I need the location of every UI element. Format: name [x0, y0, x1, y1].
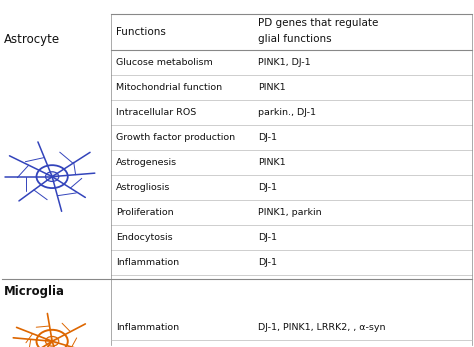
Text: PD genes that regulate: PD genes that regulate: [258, 18, 379, 28]
Text: parkin., DJ-1: parkin., DJ-1: [258, 108, 316, 117]
Text: Astrocyte: Astrocyte: [4, 33, 60, 46]
Circle shape: [46, 336, 59, 346]
Text: Endocytosis: Endocytosis: [116, 233, 173, 242]
Text: Astrogenesis: Astrogenesis: [116, 158, 177, 167]
Text: DJ-1: DJ-1: [258, 233, 277, 242]
Text: PINK1: PINK1: [258, 83, 286, 92]
Text: Functions: Functions: [116, 27, 166, 37]
Text: DJ-1: DJ-1: [258, 183, 277, 192]
Circle shape: [46, 172, 59, 181]
Text: Astrogliosis: Astrogliosis: [116, 183, 171, 192]
Text: Microglia: Microglia: [4, 285, 65, 298]
Text: DJ-1: DJ-1: [258, 133, 277, 142]
Text: DJ-1: DJ-1: [258, 258, 277, 267]
Text: Glucose metabolism: Glucose metabolism: [116, 58, 213, 67]
Text: Inflammation: Inflammation: [116, 258, 179, 267]
Text: DJ-1, PINK1, LRRK2, , α-syn: DJ-1, PINK1, LRRK2, , α-syn: [258, 323, 386, 332]
Text: Inflammation: Inflammation: [116, 323, 179, 332]
Text: PINK1, parkin: PINK1, parkin: [258, 208, 322, 217]
Text: Mitochondrial function: Mitochondrial function: [116, 83, 222, 92]
Text: glial functions: glial functions: [258, 34, 332, 44]
Text: Intracellular ROS: Intracellular ROS: [116, 108, 196, 117]
Text: Proliferation: Proliferation: [116, 208, 174, 217]
Text: PINK1, DJ-1: PINK1, DJ-1: [258, 58, 311, 67]
Text: PINK1: PINK1: [258, 158, 286, 167]
Text: Growth factor production: Growth factor production: [116, 133, 235, 142]
